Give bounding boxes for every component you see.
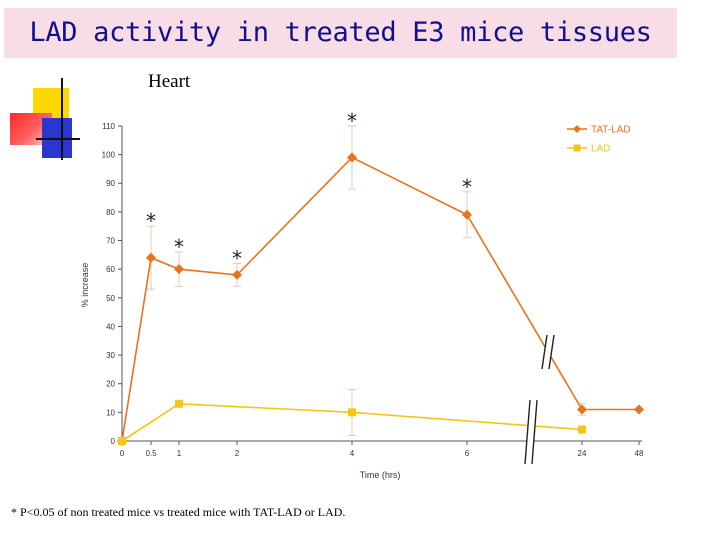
error-bars xyxy=(147,125,586,436)
x-tick-label: 0.5 xyxy=(145,449,157,458)
data-point-tat-lad xyxy=(347,152,357,163)
y-tick-label: 60 xyxy=(106,265,115,274)
data-point-tat-lad xyxy=(462,209,472,220)
axis-break-gap xyxy=(525,400,537,464)
axis-break-marks xyxy=(524,334,555,465)
y-tick-label: 40 xyxy=(106,322,115,331)
y-tick-label: 0 xyxy=(111,437,116,446)
chart-subtitle: Heart xyxy=(148,71,191,92)
axis-break-gap xyxy=(542,335,554,369)
significance-star: * xyxy=(146,209,156,233)
slide-title: LAD activity in treated E3 mice tissues xyxy=(29,17,652,48)
data-point-lad xyxy=(578,425,586,434)
y-tick-label: 80 xyxy=(106,208,115,217)
series-line-tat-lad xyxy=(121,156,639,442)
data-point-tat-lad xyxy=(174,264,184,275)
legend-marker-tat-lad xyxy=(573,125,581,133)
y-tick-label: 90 xyxy=(106,179,115,188)
x-tick-label: 2 xyxy=(235,449,240,458)
significance-star: * xyxy=(462,175,472,199)
x-tick-label: 4 xyxy=(350,449,355,458)
y-tick-label: 50 xyxy=(106,294,115,303)
y-tick-label: 70 xyxy=(106,237,115,246)
x-tick-label: 48 xyxy=(635,449,644,458)
title-banner: LAD activity in treated E3 mice tissues xyxy=(4,8,677,58)
series-line-lad xyxy=(121,402,583,442)
series-lines xyxy=(121,156,639,442)
series-markers xyxy=(117,152,644,446)
data-point-tat-lad xyxy=(232,269,242,280)
chart-legend: TAT-LAD LAD xyxy=(567,125,631,155)
y-axis-label: % increase xyxy=(80,263,90,308)
x-tick-label: 1 xyxy=(177,449,182,458)
x-axis-label: Time (hrs) xyxy=(360,470,401,480)
axis-break xyxy=(524,399,538,465)
y-tick-label: 100 xyxy=(102,151,116,160)
legend-marker-lad xyxy=(573,144,581,152)
data-point-lad xyxy=(348,408,356,417)
significance-star: * xyxy=(174,235,184,259)
data-point-tat-lad xyxy=(634,404,644,415)
footnote: * P<0.05 of non treated mice vs treated … xyxy=(11,505,346,519)
y-tick-label: 20 xyxy=(106,380,115,389)
x-tick-label: 24 xyxy=(578,449,587,458)
data-point-tat-lad xyxy=(577,404,587,415)
axis-break-slash xyxy=(548,334,555,370)
axis-break xyxy=(541,334,555,370)
x-tick-label: 0 xyxy=(120,449,125,458)
axis-break-slash xyxy=(541,334,548,370)
deco-horizontal-line xyxy=(36,138,80,140)
significance-star: * xyxy=(232,246,242,270)
significance-star: * xyxy=(347,109,357,133)
axis-break-slash xyxy=(524,399,531,465)
data-point-lad xyxy=(118,437,126,445)
legend-label-lad: LAD xyxy=(591,144,610,155)
data-point-tat-lad xyxy=(146,252,156,263)
y-tick-label: 10 xyxy=(106,408,115,417)
y-tick-label: 110 xyxy=(102,122,115,131)
y-tick-label: 30 xyxy=(106,351,115,360)
data-point-lad xyxy=(175,399,183,408)
x-tick-label: 6 xyxy=(465,449,470,458)
axis-break-slash xyxy=(531,399,538,465)
deco-vertical-line xyxy=(61,78,63,160)
significance-markers: * * * * * xyxy=(146,109,472,270)
legend-label-tat-lad: TAT-LAD xyxy=(591,125,631,136)
